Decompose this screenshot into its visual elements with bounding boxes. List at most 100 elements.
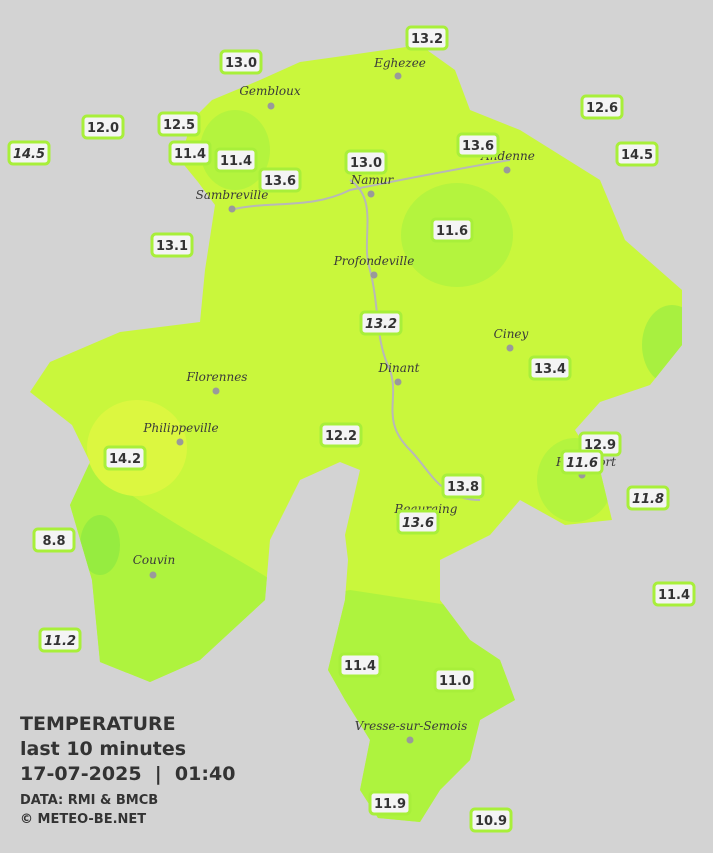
station: 11.4 (168, 140, 212, 166)
station-value: 12.5 (163, 118, 195, 133)
station: 11.4 (214, 147, 258, 173)
station-value: 8.8 (42, 534, 65, 549)
station-box (32, 527, 76, 553)
station-box (469, 807, 513, 833)
station-value: 11.6 (436, 224, 468, 239)
station: 13.0 (344, 149, 388, 175)
city-label: Dinant (378, 361, 420, 375)
station: 13.6 (396, 509, 440, 535)
city-dot (394, 72, 402, 80)
city-dot (228, 205, 236, 213)
city-dot (176, 438, 184, 446)
city-label: Namur (350, 173, 395, 187)
city-label: Profondeville (333, 254, 415, 268)
station-box (441, 473, 485, 499)
city-dot (370, 271, 378, 279)
station-value: 11.8 (632, 492, 664, 507)
station-box (405, 25, 449, 51)
station-value: 10.9 (475, 814, 507, 829)
stations: 13.2 13.0 12.6 12.0 12.5 14.5 11.4 11.4 13.6 13.0… (7, 25, 696, 833)
station: 12.0 (81, 114, 125, 140)
station-value: 13.6 (462, 139, 494, 154)
city-label: Philippeville (142, 421, 218, 435)
station-value: 12.9 (584, 438, 616, 453)
station-box (319, 422, 363, 448)
station-value: 11.0 (439, 674, 471, 689)
temp-zone (642, 305, 682, 385)
station-box (344, 149, 388, 175)
city-dot (506, 344, 514, 352)
city-dot (267, 102, 275, 110)
city-dot (503, 166, 511, 174)
station: 10.9 (469, 807, 513, 833)
station-value: 13.2 (411, 32, 443, 47)
station-value: 14.5 (621, 148, 653, 163)
city-label: Couvin (133, 553, 175, 567)
station-value: 11.4 (344, 659, 376, 674)
legend-source: DATA: RMI & BMCB (20, 793, 158, 808)
station-value: 13.4 (534, 362, 566, 377)
legend-datetime: 17-07-2025 | 01:40 (20, 763, 235, 785)
station-box (626, 485, 670, 511)
river (349, 179, 481, 501)
station-value: 14.5 (13, 147, 45, 162)
legend-credit: © METEO-BE.NET (20, 812, 146, 827)
station: 11.2 (38, 627, 82, 653)
station-box (150, 232, 194, 258)
station-value: 11.2 (44, 634, 76, 649)
station-value: 13.0 (225, 56, 257, 71)
station: 12.9 (578, 431, 622, 457)
cities: EghezeeGemblouxSambrevilleNamurAndennePr… (133, 56, 616, 744)
legend-period: last 10 minutes (20, 738, 186, 760)
station-box (214, 147, 258, 173)
station-value: 12.2 (325, 429, 357, 444)
station: 12.6 (580, 94, 624, 120)
station-value: 13.6 (264, 174, 296, 189)
city-label: Sambreville (196, 188, 269, 202)
station: 13.6 (456, 132, 500, 158)
station: 13.4 (528, 355, 572, 381)
station-box (580, 94, 624, 120)
station-box (81, 114, 125, 140)
station: 11.4 (652, 581, 696, 607)
station-box (157, 111, 201, 137)
station: 14.5 (615, 141, 659, 167)
station: 11.8 (626, 485, 670, 511)
station-box (219, 49, 263, 75)
station-value: 12.6 (586, 101, 618, 116)
station-value: 11.9 (374, 797, 406, 812)
station: 12.2 (319, 422, 363, 448)
river (229, 159, 511, 211)
station: 11.0 (433, 667, 477, 693)
city-dot (212, 387, 220, 395)
city-label: Eghezee (373, 56, 426, 70)
station-box (258, 167, 302, 193)
city-label: Vresse-sur-Semois (355, 719, 468, 733)
station: 11.6 (560, 449, 604, 475)
city-dot (149, 571, 157, 579)
station-box (38, 627, 82, 653)
station-box (338, 652, 382, 678)
station: 13.6 (258, 167, 302, 193)
station-box (433, 667, 477, 693)
city-dot (367, 190, 375, 198)
station-value: 11.4 (174, 147, 206, 162)
station-box (615, 141, 659, 167)
station-box (368, 790, 412, 816)
station: 13.8 (441, 473, 485, 499)
station: 11.9 (368, 790, 412, 816)
station: 11.6 (430, 217, 474, 243)
station-box (396, 509, 440, 535)
station: 13.2 (359, 310, 403, 336)
city-label: Ciney (494, 327, 529, 341)
station-value: 11.4 (658, 588, 690, 603)
station-box (7, 140, 51, 166)
station-box (168, 140, 212, 166)
city-dot (406, 736, 414, 744)
city-label: Gembloux (239, 84, 301, 98)
station-box (456, 132, 500, 158)
station-value: 12.0 (87, 121, 119, 136)
station-value: 11.4 (220, 154, 252, 169)
station-box (652, 581, 696, 607)
